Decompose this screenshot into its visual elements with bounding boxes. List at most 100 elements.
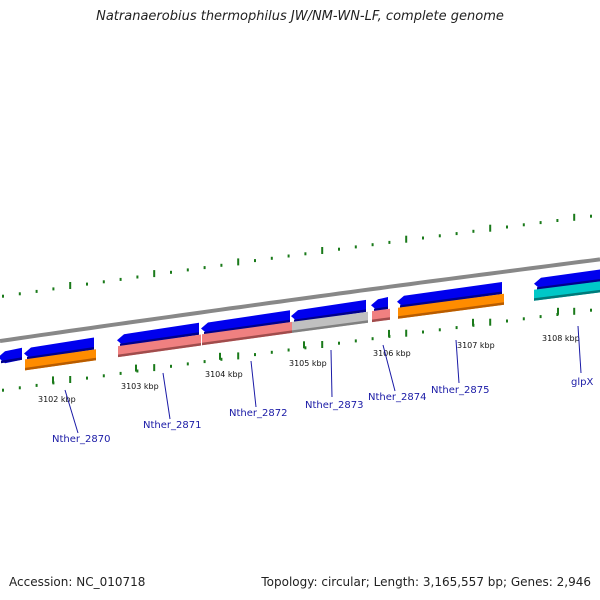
gc-dot <box>304 346 307 350</box>
gc-dot <box>506 225 508 229</box>
gene-band-glpx[interactable] <box>534 281 600 301</box>
gc-dot <box>438 234 441 238</box>
gc-dot <box>455 326 458 330</box>
cds-arrow-5-body[interactable] <box>291 299 366 323</box>
tick-label-3106: 3106 kbp <box>373 349 411 358</box>
tick-label-3108: 3108 kbp <box>542 334 580 343</box>
gene-label-glpx[interactable]: glpX <box>571 377 593 388</box>
cds-arrow-5[interactable] <box>291 299 366 323</box>
gc-dot <box>254 259 256 263</box>
gc-dot <box>220 263 223 267</box>
gene-band-nther-2875-body[interactable] <box>398 293 504 319</box>
gene-band-nther-2872[interactable] <box>202 321 292 346</box>
cds-arrow-3[interactable] <box>117 322 199 347</box>
gc-dot <box>52 287 55 291</box>
cds-arrow-6[interactable] <box>371 297 388 312</box>
gene-label-nther-2872[interactable]: Nther_2872 <box>229 408 287 419</box>
gc-dot <box>556 219 559 222</box>
gc-dot <box>422 236 424 240</box>
cds-arrow-4-body[interactable] <box>201 310 290 335</box>
gc-dot <box>203 266 206 270</box>
cds-arrow-4[interactable] <box>201 310 290 335</box>
gc-dot <box>69 376 72 383</box>
gc-dot <box>405 235 408 243</box>
gc-dot <box>590 308 592 312</box>
cds-arrow-8[interactable] <box>534 269 600 290</box>
gc-dot <box>338 341 340 345</box>
gc-dot <box>2 294 4 298</box>
gene-band-nther-2870-body[interactable] <box>25 349 96 371</box>
gene-band-nther-2873-body[interactable] <box>292 311 368 333</box>
gene-band-glpx-body[interactable] <box>534 281 600 301</box>
gc-dot <box>489 224 492 232</box>
gc-dot <box>472 229 475 233</box>
cds-arrow-3-body[interactable] <box>117 322 199 347</box>
gc-dot <box>321 341 324 348</box>
gene-label-nther-2871[interactable]: Nther_2871 <box>143 420 201 431</box>
leader-line <box>250 360 257 408</box>
gc-dot <box>203 360 206 364</box>
gene-band-nther-2873-shade <box>292 320 368 333</box>
gene-label-nther-2875[interactable]: Nther_2875 <box>431 385 489 396</box>
cds-arrow-2-body[interactable] <box>24 337 94 360</box>
gene-band-nther-2875-shade <box>398 302 504 319</box>
cds-arrow-1[interactable] <box>0 347 22 364</box>
cds-arrow-8-shade <box>537 278 600 290</box>
cds-arrow-5-shade <box>294 309 366 323</box>
gc-dot <box>2 388 4 392</box>
gc-dot <box>590 214 592 218</box>
gene-band-nther-2870-shade <box>25 357 96 371</box>
cds-arrow-7-body[interactable] <box>397 282 502 308</box>
label-layer: 3102 kbp 3103 kbp 3104 kbp 3105 kbp 3106… <box>38 325 593 445</box>
gc-dot <box>254 353 256 357</box>
gene-band-nther-2873[interactable] <box>292 311 368 333</box>
gc-dot <box>371 337 374 341</box>
gene-label-nther-2870[interactable]: Nther_2870 <box>52 434 110 445</box>
gc-dot <box>539 221 542 225</box>
gc-dot <box>18 386 21 390</box>
gc-dot <box>270 350 273 354</box>
cds-arrow-7[interactable] <box>397 282 502 308</box>
tick-label-3102: 3102 kbp <box>38 395 76 404</box>
topology-text: Topology: circular; Length: 3,165,557 bp… <box>261 575 591 589</box>
gene-band-nther-2871-body[interactable] <box>118 334 201 358</box>
gene-band-glpx-shade <box>534 289 600 301</box>
gene-band-nther-2871[interactable] <box>118 334 201 358</box>
gc-dot <box>153 270 156 278</box>
gc-dot <box>539 315 542 319</box>
gc-dot <box>522 317 525 321</box>
gene-band-nther-2872-shade <box>202 330 292 346</box>
gc-dot <box>102 280 105 284</box>
gc-dot <box>237 352 240 360</box>
gc-dot <box>170 364 172 368</box>
gene-band-nther-2872-body[interactable] <box>202 321 292 346</box>
gc-dot <box>220 357 223 361</box>
gc-dot <box>119 277 122 281</box>
gene-band-nther-2875[interactable] <box>398 293 504 319</box>
gene-band-nther-2870[interactable] <box>25 349 96 371</box>
leader-line <box>330 349 333 398</box>
cds-arrow-8-body[interactable] <box>534 269 600 290</box>
gene-label-nther-2873[interactable]: Nther_2873 <box>305 400 363 411</box>
gc-dot <box>338 247 340 251</box>
gene-label-nther-2874[interactable]: Nther_2874 <box>368 392 426 403</box>
gc-dot <box>119 371 122 375</box>
gc-dot <box>405 329 408 337</box>
gc-dot <box>18 292 21 296</box>
feature-track <box>0 269 600 384</box>
gc-dot <box>287 254 290 258</box>
gc-dot <box>321 247 324 254</box>
tick-label-3103: 3103 kbp <box>121 382 159 391</box>
gene-band-nther-2874[interactable] <box>372 308 390 323</box>
gc-dot <box>573 307 576 315</box>
gc-dot <box>153 364 156 372</box>
leader-line <box>64 389 79 434</box>
cds-arrow-7-shade <box>400 291 502 308</box>
gc-dot <box>287 348 290 352</box>
gc-dot <box>270 256 273 260</box>
gc-dot <box>354 245 357 249</box>
gc-dot <box>86 376 88 380</box>
gc-dot <box>136 369 139 373</box>
cds-arrow-2[interactable] <box>24 337 94 360</box>
